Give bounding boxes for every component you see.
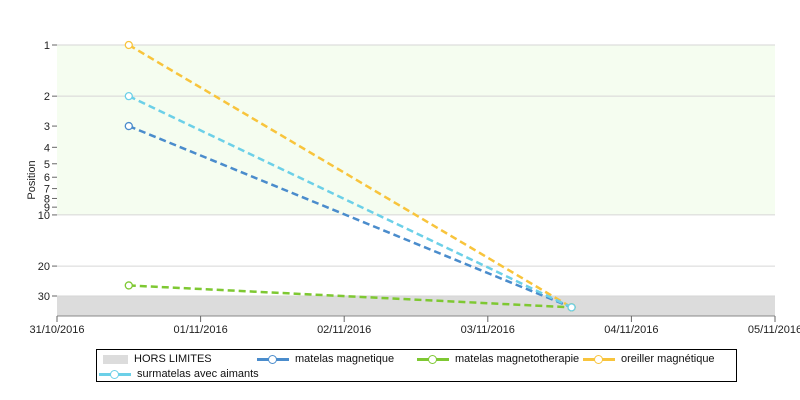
series-line-1 (128, 284, 572, 309)
legend-line-icon (581, 352, 617, 366)
y-tick-label: 3 (44, 121, 50, 133)
series-line-2 (128, 43, 573, 309)
x-tick-label: 01/11/2016 (173, 324, 227, 336)
series-line-0 (128, 124, 573, 309)
y-tick-label: 6 (44, 172, 50, 184)
legend: HORS LIMITES matelas magnetique matelas … (96, 349, 737, 382)
y-tick-label: 30 (38, 291, 50, 303)
legend-label: matelas magnetotherapie (455, 353, 580, 365)
axes-layer (52, 44, 776, 322)
legend-line-icon (255, 352, 291, 366)
series-line-3 (128, 95, 573, 309)
y-tick-label: 10 (38, 210, 50, 222)
legend-label: matelas magnetique (295, 353, 395, 365)
y-tick-label: 2 (44, 91, 50, 103)
y-tick-label: 8 (44, 193, 50, 205)
legend-label: HORS LIMITES (134, 353, 212, 365)
x-tick-label: 02/11/2016 (317, 324, 371, 336)
data-point (124, 40, 133, 50)
legend-band-swatch (103, 354, 128, 364)
series-layer (124, 40, 576, 312)
data-point (567, 303, 576, 312)
y-tick-label: 20 (38, 261, 50, 273)
legend-item-series-1[interactable]: matelas magnetotherapie (415, 352, 579, 366)
legend-line-icon (415, 352, 451, 366)
legend-item-series-3[interactable]: surmatelas avec aimants (97, 367, 259, 381)
band-0 (57, 45, 775, 215)
y-tick-label: 1 (44, 40, 50, 52)
x-tick-label: 03/11/2016 (461, 324, 515, 336)
legend-label: oreiller magnétique (621, 353, 715, 365)
x-tick-label: 04/11/2016 (604, 324, 658, 336)
y-axis-title: Position (26, 160, 38, 199)
band-1 (57, 296, 775, 316)
y-tick-label: 9 (44, 202, 50, 214)
legend-item-series-0[interactable]: matelas magnetique (255, 352, 394, 366)
data-point (124, 92, 133, 101)
legend-item-series-2[interactable]: oreiller magnétique (581, 352, 715, 366)
legend-line-icon (97, 367, 133, 381)
legend-item-hors-limites[interactable]: HORS LIMITES (103, 352, 212, 366)
legend-label: surmatelas avec aimants (137, 368, 259, 380)
bands-layer (57, 45, 775, 316)
data-point (124, 281, 133, 290)
x-tick-label: 31/10/2016 (29, 324, 84, 336)
y-tick-label: 7 (44, 184, 50, 196)
y-tick-label: 4 (44, 142, 50, 154)
y-tick-label: 5 (44, 159, 50, 171)
data-point (124, 121, 133, 131)
x-tick-label: 05/11/2016 (748, 324, 800, 336)
